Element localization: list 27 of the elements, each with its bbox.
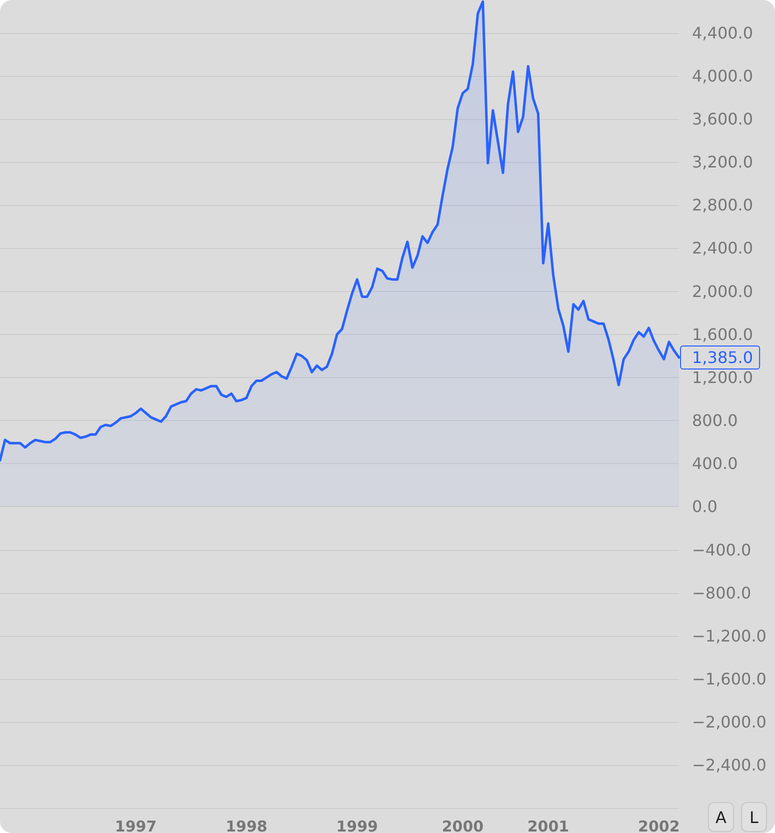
y-tick-label: −2,400.0 (692, 756, 766, 775)
data-label: 1,385.0 (692, 348, 754, 368)
x-tick-label: 2002 (638, 818, 680, 833)
y-tick-label: 0.0 (692, 497, 718, 516)
y-tick-label: 3,600.0 (692, 110, 754, 128)
y-tick-label: −800.0 (692, 583, 752, 602)
y-tick-label: 3,200.0 (692, 152, 754, 172)
y-tick-label: −1,200.0 (692, 626, 766, 646)
y-tick-label: 1,600.0 (692, 324, 754, 344)
x-tick-label: 2000 (442, 818, 484, 833)
y-tick-label: −2,000.0 (692, 712, 766, 732)
y-tick-label: −1,600.0 (692, 670, 766, 688)
y-tick-label: −400.0 (692, 540, 752, 560)
x-tick-label: 1997 (114, 818, 157, 833)
scale-button: A (708, 802, 734, 832)
y-tick-label: 4,000.0 (692, 66, 754, 86)
y-tick-label: 4,400.0 (692, 23, 754, 42)
x-tick-label: 1998 (226, 818, 268, 833)
x-tick-label: 1999 (336, 818, 378, 833)
x-tick-label: 2001 (527, 818, 570, 833)
y-tick-label: 2,800.0 (692, 196, 754, 215)
y-tick-label: 400.0 (692, 454, 738, 474)
scale-button: L (741, 802, 767, 832)
y-tick-label: 2,000.0 (692, 282, 754, 301)
y-tick-label: 2,400.0 (692, 238, 754, 258)
y-tick-label: 800.0 (692, 411, 738, 430)
y-tick-label: 1,200.0 (692, 368, 754, 387)
